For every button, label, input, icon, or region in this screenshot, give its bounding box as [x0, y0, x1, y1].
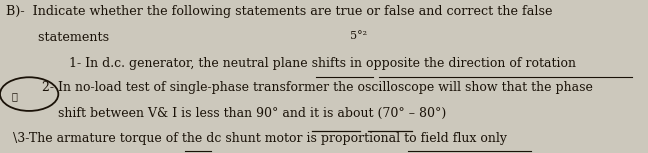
- Text: 5°²: 5°²: [350, 31, 367, 41]
- Text: \3-The armature torque of the dc shunt motor is proportional to field flux only: \3-The armature torque of the dc shunt m…: [13, 132, 507, 145]
- Text: shift between V& I is less than 90° and it is about (70° – 80°): shift between V& I is less than 90° and …: [42, 107, 446, 120]
- Text: 2- In no-load test of single-phase transformer the oscilloscope will show that t: 2- In no-load test of single-phase trans…: [42, 81, 593, 94]
- Text: statements: statements: [6, 31, 110, 44]
- Text: ✓: ✓: [12, 92, 17, 101]
- Text: 1- In d.c. generator, the neutral plane shifts in opposite the direction of rota: 1- In d.c. generator, the neutral plane …: [45, 57, 576, 70]
- Text: B)-  Indicate whether the following statements are true or false and correct the: B)- Indicate whether the following state…: [6, 5, 553, 18]
